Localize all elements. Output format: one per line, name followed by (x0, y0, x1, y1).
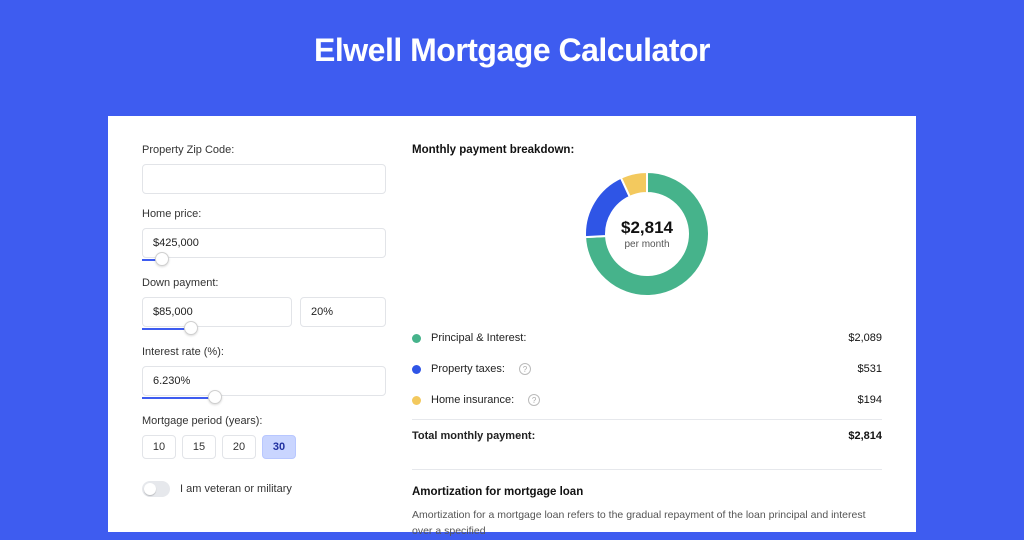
breakdown-title: Monthly payment breakdown: (412, 144, 882, 156)
legend-value: $194 (858, 394, 882, 406)
interest-input[interactable] (142, 366, 386, 396)
home-price-label: Home price: (142, 208, 386, 220)
veteran-label: I am veteran or military (180, 483, 292, 495)
zip-input[interactable] (142, 164, 386, 194)
legend-dot (412, 396, 421, 405)
legend-label: Principal & Interest: (431, 332, 526, 344)
home-price-slider[interactable] (142, 257, 386, 263)
veteran-toggle[interactable] (142, 481, 170, 497)
legend-dot (412, 334, 421, 343)
interest-label: Interest rate (%): (142, 346, 386, 358)
donut-sub: per month (621, 239, 673, 250)
donut-amount: $2,814 (621, 218, 673, 238)
legend-label: Home insurance: (431, 394, 514, 406)
amortization-section: Amortization for mortgage loan Amortizat… (412, 469, 882, 540)
legend-row: Home insurance:? $194 (412, 384, 882, 415)
breakdown-column: Monthly payment breakdown: $2,814 per mo… (412, 144, 882, 532)
total-row: Total monthly payment: $2,814 (412, 419, 882, 451)
page-title: Elwell Mortgage Calculator (0, 0, 1024, 91)
info-icon[interactable]: ? (528, 394, 540, 406)
legend-value: $2,089 (848, 332, 882, 344)
amortization-text: Amortization for a mortgage loan refers … (412, 508, 882, 540)
donut-chart: $2,814 per month (412, 172, 882, 296)
inputs-column: Property Zip Code: Home price: Down paym… (142, 144, 386, 532)
total-label: Total monthly payment: (412, 430, 535, 442)
period-option-20[interactable]: 20 (222, 435, 256, 459)
down-payment-slider[interactable] (142, 326, 386, 332)
legend-row: Principal & Interest: $2,089 (412, 322, 882, 353)
period-options: 10152030 (142, 435, 386, 459)
period-option-30[interactable]: 30 (262, 435, 296, 459)
calculator-card: Property Zip Code: Home price: Down paym… (108, 112, 916, 532)
period-option-15[interactable]: 15 (182, 435, 216, 459)
total-value: $2,814 (848, 430, 882, 442)
home-price-input[interactable] (142, 228, 386, 258)
interest-slider[interactable] (142, 395, 386, 401)
info-icon[interactable]: ? (519, 363, 531, 375)
legend-row: Property taxes:? $531 (412, 353, 882, 384)
down-payment-amount-input[interactable] (142, 297, 292, 327)
legend-dot (412, 365, 421, 374)
legend-label: Property taxes: (431, 363, 505, 375)
down-payment-pct-input[interactable] (300, 297, 386, 327)
legend-value: $531 (858, 363, 882, 375)
amortization-title: Amortization for mortgage loan (412, 486, 882, 498)
period-label: Mortgage period (years): (142, 415, 386, 427)
period-option-10[interactable]: 10 (142, 435, 176, 459)
down-payment-label: Down payment: (142, 277, 386, 289)
zip-label: Property Zip Code: (142, 144, 386, 156)
